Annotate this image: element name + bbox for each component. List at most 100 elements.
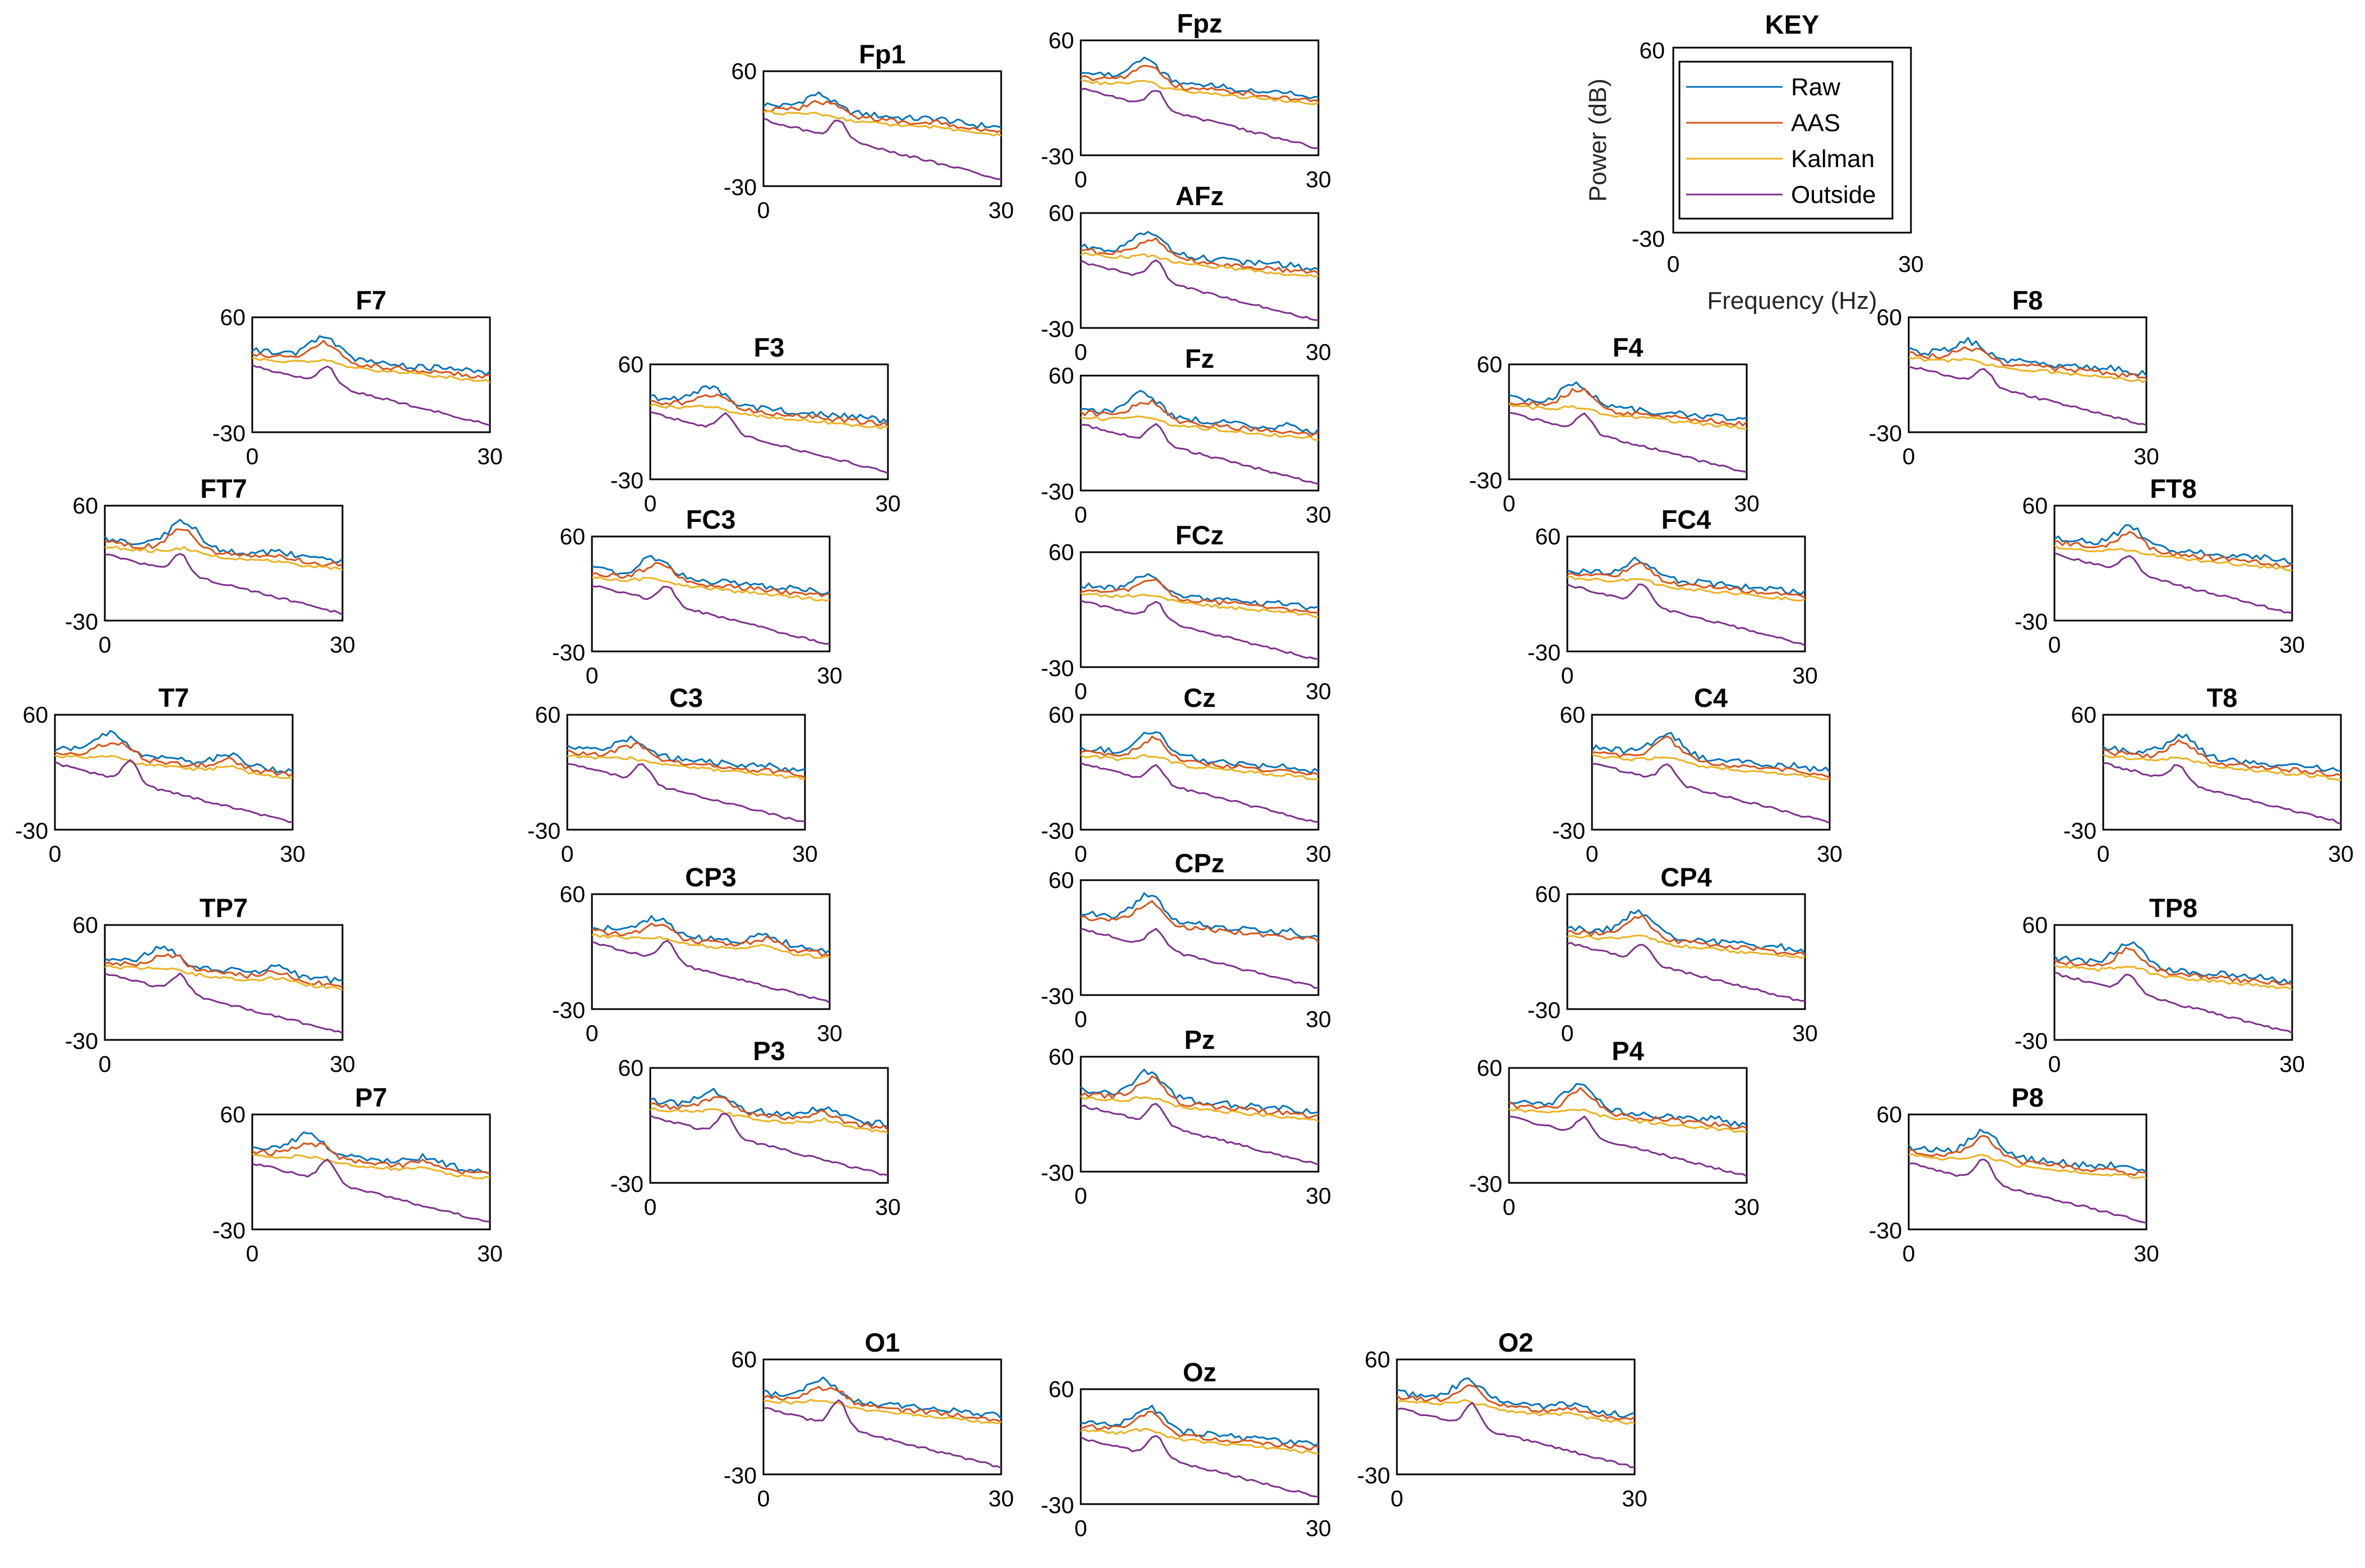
y-tick-max: 60 xyxy=(731,58,757,84)
channel-panel-o1: O1 60 -300 30 xyxy=(724,1328,1014,1511)
channel-panel-c3: C3 60 -300 30 xyxy=(527,683,818,867)
x-tick-min: 0 xyxy=(246,1241,259,1266)
x-tick-max: 30 xyxy=(1306,1183,1331,1209)
y-tick-max: 60 xyxy=(220,1102,246,1127)
trace-raw xyxy=(1908,337,2148,377)
channel-title: TP8 xyxy=(2149,893,2197,923)
axes-frame xyxy=(1080,212,1320,329)
y-tick-max: 60 xyxy=(1048,363,1074,388)
trace-kalman xyxy=(1080,1095,1319,1122)
axes-frame xyxy=(1566,893,1806,1010)
y-tick-max: 60 xyxy=(1048,1376,1074,1402)
trace-outside xyxy=(1080,927,1319,989)
trace-kalman xyxy=(104,964,343,991)
x-tick-max: 30 xyxy=(1306,1515,1331,1541)
trace-kalman xyxy=(591,576,830,602)
x-tick-max: 30 xyxy=(1306,678,1331,704)
trace-kalman xyxy=(1080,78,1319,105)
trace-outside xyxy=(763,1399,1002,1469)
trace-outside xyxy=(1080,599,1319,660)
trace-kalman xyxy=(1591,753,1830,780)
axes-frame xyxy=(1080,1388,1320,1505)
x-tick-max: 30 xyxy=(330,1051,355,1077)
trace-kalman xyxy=(252,357,490,383)
trace-raw xyxy=(1080,56,1319,99)
axes-frame xyxy=(649,363,889,480)
trace-raw xyxy=(104,945,343,984)
trace-raw xyxy=(1080,1404,1319,1446)
trace-outside xyxy=(1396,1402,1635,1469)
y-tick-min: -30 xyxy=(1469,468,1502,493)
key-x-tick-max: 30 xyxy=(1898,251,1924,277)
x-tick-max: 30 xyxy=(875,491,901,516)
trace-aas xyxy=(1508,1087,1747,1130)
x-tick-max: 30 xyxy=(988,1486,1014,1511)
x-tick-min: 0 xyxy=(1903,1241,1915,1266)
y-tick-max: 60 xyxy=(1048,200,1074,226)
x-tick-min: 0 xyxy=(99,1051,112,1077)
trace-raw xyxy=(252,1131,490,1174)
y-tick-max: 60 xyxy=(1048,867,1074,893)
trace-outside xyxy=(1508,411,1747,473)
trace-raw xyxy=(567,736,806,773)
trace-outside xyxy=(104,972,343,1034)
trace-aas xyxy=(252,1142,490,1175)
y-tick-min: -30 xyxy=(1041,818,1074,844)
trace-kalman xyxy=(54,754,293,779)
trace-outside xyxy=(1080,1435,1319,1498)
x-tick-max: 30 xyxy=(1622,1486,1647,1511)
trace-aas xyxy=(2054,947,2293,986)
trace-kalman xyxy=(252,1153,490,1180)
x-tick-max: 30 xyxy=(477,443,503,469)
y-tick-max: 60 xyxy=(22,702,48,728)
trace-outside xyxy=(104,553,343,616)
channel-title: Fpz xyxy=(1177,8,1223,38)
trace-aas xyxy=(763,100,1002,133)
channel-title: FT7 xyxy=(200,474,247,503)
trace-outside xyxy=(591,585,830,645)
trace-outside xyxy=(1080,87,1319,150)
y-tick-min: -30 xyxy=(527,818,561,844)
x-tick-min: 0 xyxy=(561,841,574,867)
channel-title: O2 xyxy=(1498,1328,1534,1357)
channel-panel-fpz: Fpz 60 -300 30 xyxy=(1041,8,1331,192)
x-tick-min: 0 xyxy=(1075,1515,1087,1541)
trace-raw xyxy=(252,335,491,376)
channel-title: Oz xyxy=(1183,1357,1216,1387)
y-tick-min: -30 xyxy=(1041,144,1074,169)
trace-outside xyxy=(252,364,490,427)
channel-panel-f8: F8 60 -300 30 xyxy=(1869,285,2159,469)
x-tick-min: 0 xyxy=(2097,841,2110,867)
trace-aas xyxy=(1080,237,1319,274)
x-tick-min: 0 xyxy=(1503,1194,1516,1220)
channel-title: P8 xyxy=(2011,1083,2044,1112)
trace-kalman xyxy=(1567,935,1806,959)
channel-panel-p7: P7 60 -300 30 xyxy=(212,1083,503,1266)
channel-panel-p8: P8 60 -300 30 xyxy=(1869,1083,2159,1266)
trace-outside xyxy=(763,118,1002,181)
x-tick-min: 0 xyxy=(1586,841,1599,867)
channel-title: O1 xyxy=(865,1328,900,1357)
axes-frame xyxy=(591,893,831,1010)
y-tick-max: 60 xyxy=(1535,881,1561,907)
y-tick-max: 60 xyxy=(731,1347,757,1372)
y-tick-min: -30 xyxy=(1041,655,1074,681)
trace-kalman xyxy=(2054,964,2293,991)
key-x-axis-label: Frequency (Hz) xyxy=(1707,287,1877,314)
trace-aas xyxy=(54,741,293,777)
y-tick-min: -30 xyxy=(1528,997,1561,1023)
x-tick-max: 30 xyxy=(1306,1006,1331,1032)
trace-outside xyxy=(1080,259,1319,321)
trace-raw xyxy=(2103,733,2341,772)
channel-title: P7 xyxy=(355,1083,387,1112)
y-tick-min: -30 xyxy=(552,997,585,1023)
trace-outside xyxy=(2054,971,2293,1034)
y-tick-max: 60 xyxy=(1876,1102,1902,1127)
y-tick-min: -30 xyxy=(65,609,98,635)
y-tick-min: -30 xyxy=(1528,640,1561,665)
channel-title: CP4 xyxy=(1660,862,1711,892)
legend-label-raw: Raw xyxy=(1791,73,1840,101)
trace-kalman xyxy=(2054,544,2293,571)
axes-frame xyxy=(762,1358,1002,1476)
